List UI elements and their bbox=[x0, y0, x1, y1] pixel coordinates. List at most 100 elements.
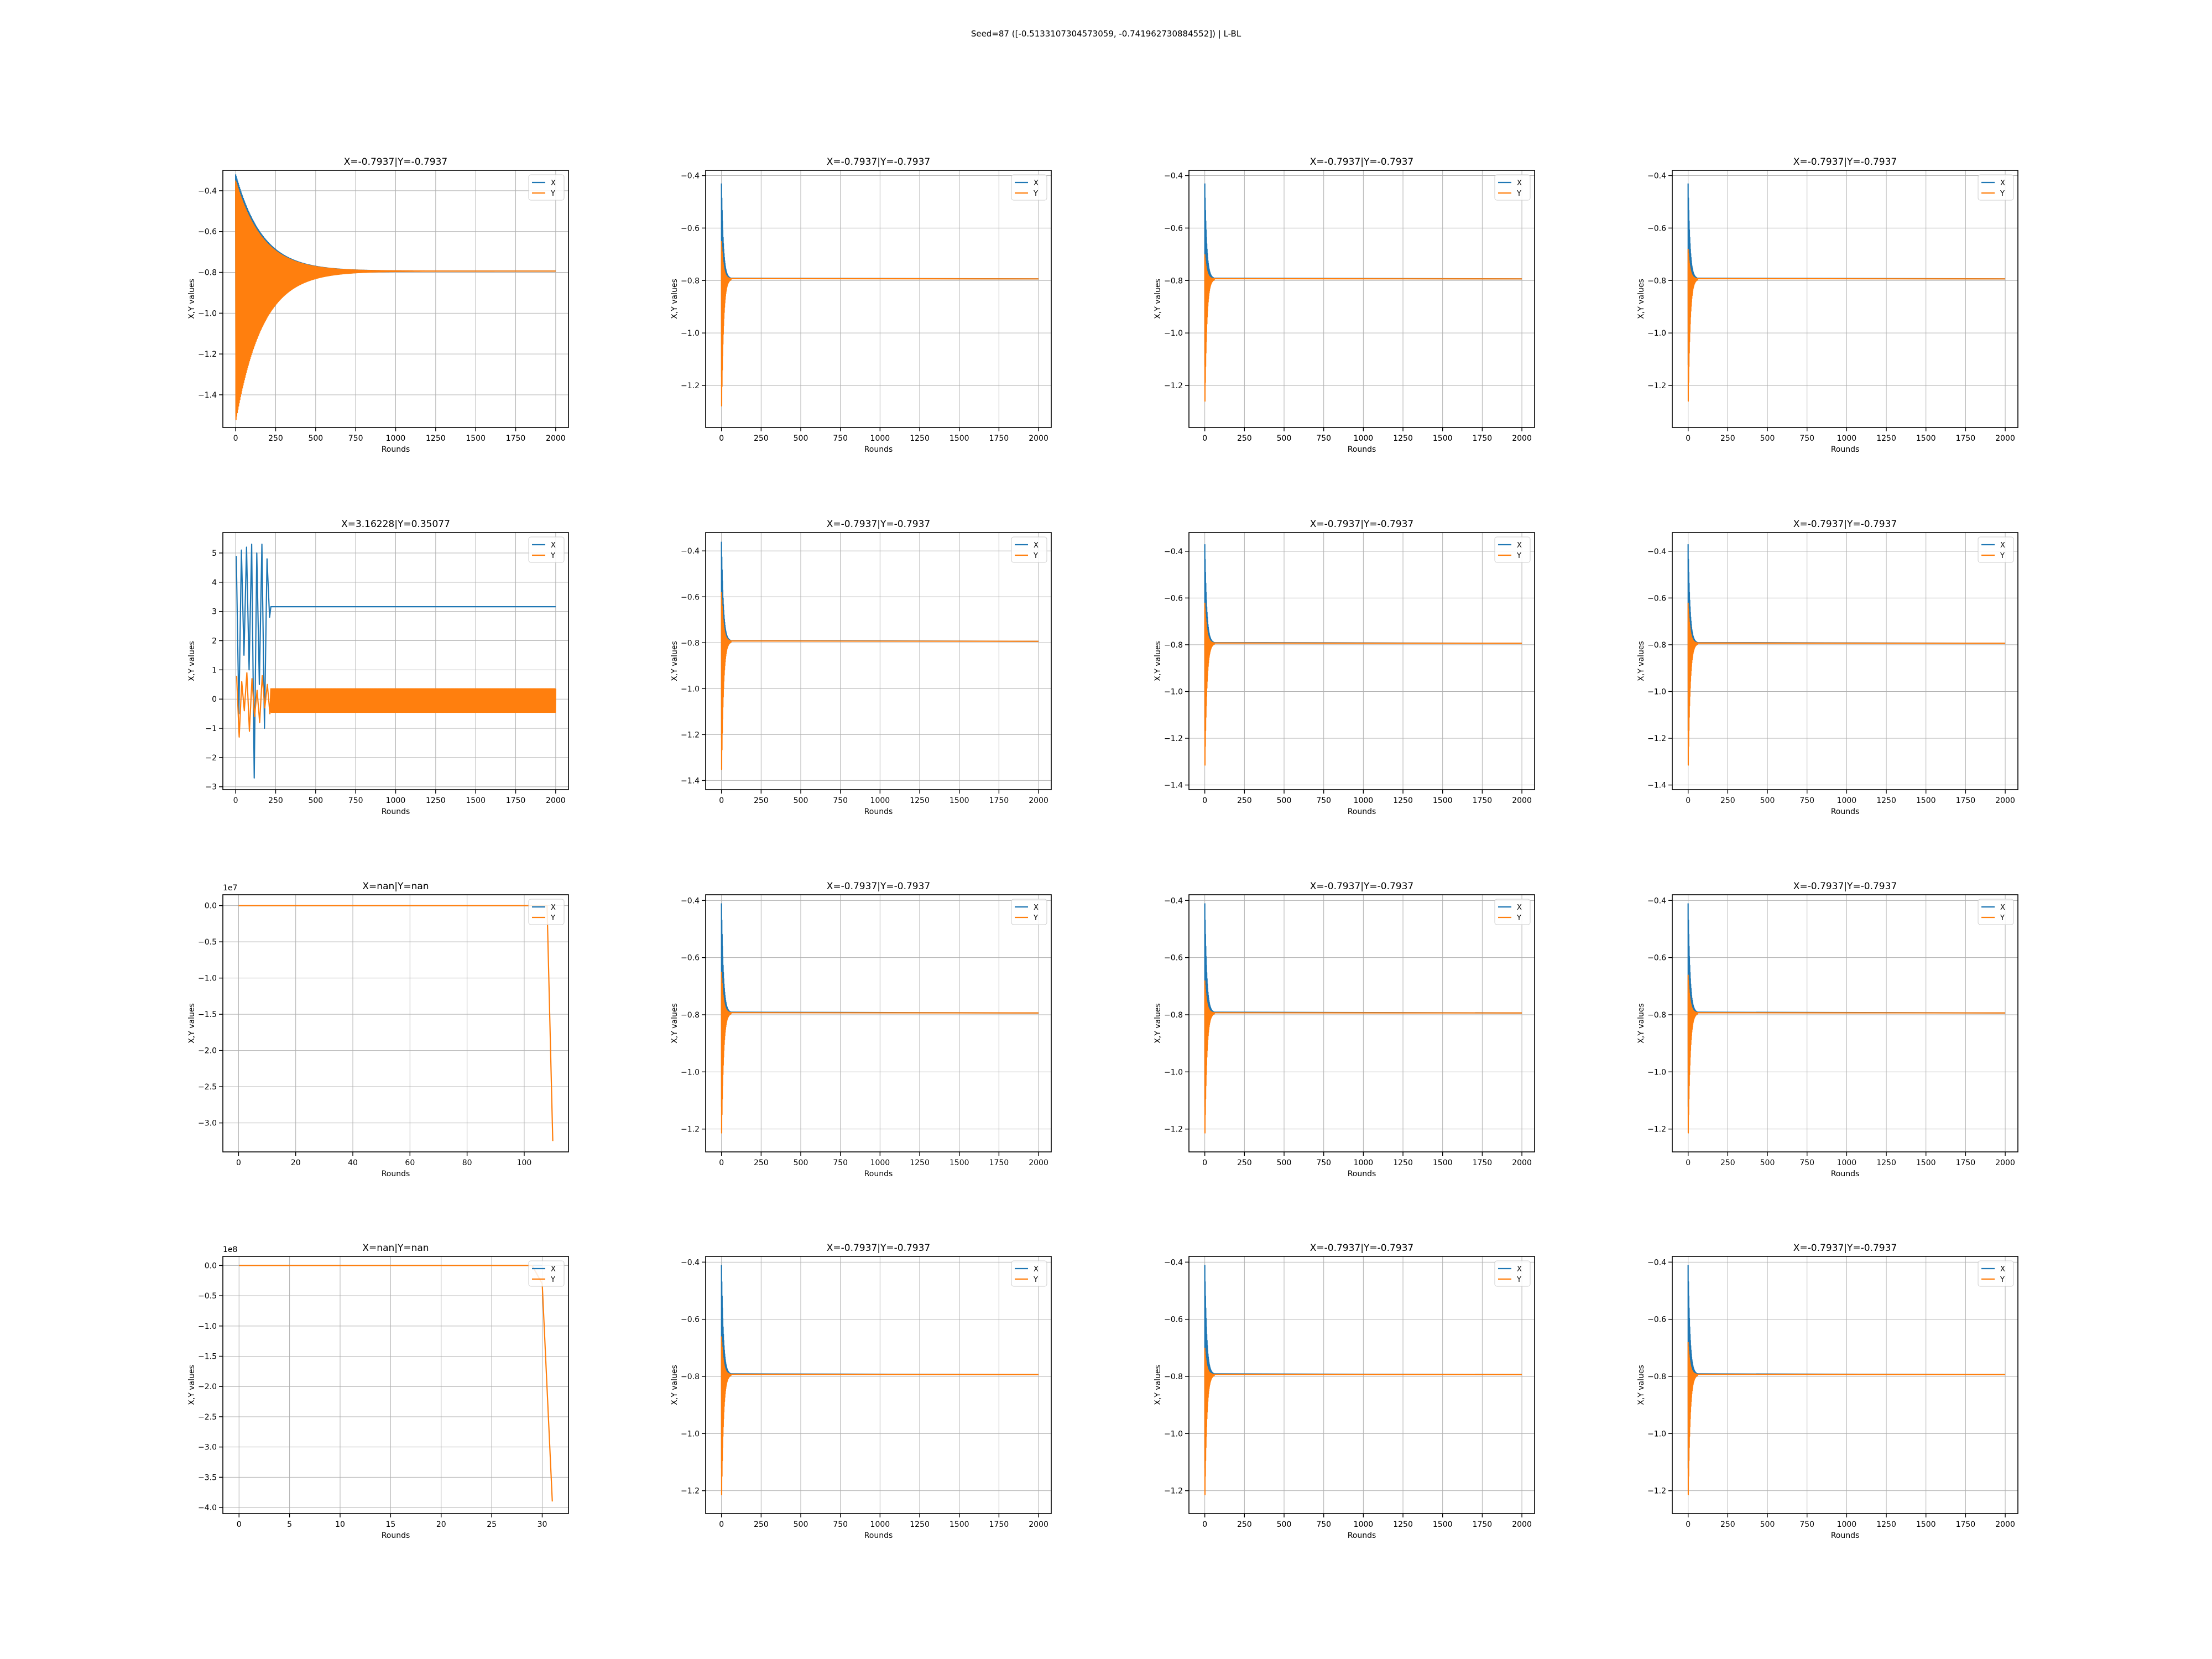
subplot-title: X=-0.7937|Y=-0.7937 bbox=[1793, 1243, 1897, 1254]
x-tick-label: 1250 bbox=[1393, 1159, 1413, 1167]
y-tick-label: −1.2 bbox=[1647, 382, 1666, 390]
axes-frame bbox=[1188, 894, 1535, 1152]
x-tick-label: 2000 bbox=[1512, 1159, 1532, 1167]
subplot: 0 250 500 750 1000 1250 1500 1750 2000 −1.2 −1.0 −0… bbox=[1637, 156, 2018, 454]
y-offset-text: 1e7 bbox=[223, 884, 237, 893]
subplot-title: X=-0.7937|Y=-0.7937 bbox=[1310, 519, 1413, 530]
y-tick-label: −0.6 bbox=[1164, 594, 1183, 603]
x-tick-label: 1750 bbox=[1473, 434, 1493, 443]
y-tick-label: −0.6 bbox=[681, 593, 700, 602]
y-tick-label: −0.4 bbox=[681, 171, 700, 180]
x-tick-label: 500 bbox=[794, 1520, 808, 1529]
y-tick-label: −0.8 bbox=[198, 269, 217, 278]
y-tick-label: −1.2 bbox=[1647, 1125, 1666, 1134]
subplot: 0 250 500 750 1000 1250 1500 1750 2000 −3 −2 −1 0 1 2 3… bbox=[187, 519, 569, 816]
subplot-title: X=-0.7937|Y=-0.7937 bbox=[344, 156, 447, 168]
legend-box bbox=[1011, 899, 1047, 925]
legend-label-x: X bbox=[551, 179, 556, 187]
series-line-y bbox=[1204, 602, 1522, 766]
y-tick-label: −0.4 bbox=[1647, 547, 1666, 556]
x-tick-label: 750 bbox=[833, 434, 848, 443]
legend-label-y: Y bbox=[550, 190, 555, 198]
x-tick-label: 500 bbox=[1760, 434, 1775, 443]
legend-box bbox=[1978, 899, 2014, 925]
x-tick-label: 2000 bbox=[1512, 1520, 1532, 1529]
y-tick-label: −0.8 bbox=[1164, 641, 1183, 650]
x-tick-label: 750 bbox=[833, 796, 848, 805]
x-tick-label: 2000 bbox=[546, 796, 566, 805]
y-tick-label: −1.2 bbox=[1164, 1125, 1183, 1134]
x-tick-label: 1000 bbox=[1837, 1520, 1857, 1529]
subplot: 0 250 500 750 1000 1250 1500 1750 2000 −1.2 −1.0 −0… bbox=[670, 881, 1052, 1178]
y-tick-label: −0.8 bbox=[681, 276, 700, 285]
legend-label-y: Y bbox=[1516, 914, 1521, 922]
x-tick-label: 0 bbox=[233, 434, 238, 443]
x-axis-label: Rounds bbox=[1348, 1170, 1376, 1178]
x-tick-label: 1000 bbox=[1837, 434, 1857, 443]
legend-label-y: Y bbox=[1033, 1276, 1038, 1284]
x-axis-label: Rounds bbox=[382, 445, 410, 454]
legend-label-y: Y bbox=[550, 914, 555, 922]
x-tick-label: 10 bbox=[335, 1520, 345, 1529]
axes-frame bbox=[1672, 532, 2018, 790]
subplot-title: X=3.16228|Y=0.35077 bbox=[341, 519, 450, 530]
axes-frame bbox=[1188, 170, 1535, 428]
x-tick-label: 750 bbox=[833, 1159, 848, 1167]
y-tick-label: −1.4 bbox=[198, 391, 217, 400]
x-tick-label: 0 bbox=[237, 1520, 242, 1529]
x-tick-label: 5 bbox=[287, 1520, 292, 1529]
subplot: 0 250 500 750 1000 1250 1500 1750 2000 −1.4 −1.2 −1… bbox=[1637, 519, 2018, 816]
x-tick-label: 60 bbox=[405, 1159, 415, 1167]
x-axis-label: Rounds bbox=[864, 807, 893, 816]
x-tick-label: 1750 bbox=[1956, 796, 1976, 805]
x-tick-label: 0 bbox=[1202, 434, 1207, 443]
legend-label-y: Y bbox=[2000, 552, 2005, 560]
y-tick-label: −2.0 bbox=[198, 1383, 217, 1391]
series-group bbox=[1687, 183, 2006, 402]
x-tick-label: 1500 bbox=[1433, 1520, 1453, 1529]
y-axis-label: X,Y values bbox=[1637, 1003, 1646, 1044]
x-tick-label: 1000 bbox=[1837, 1159, 1857, 1167]
legend-box bbox=[1011, 1260, 1047, 1287]
axes-frame bbox=[1188, 532, 1535, 790]
y-tick-label: −1.2 bbox=[1164, 734, 1183, 743]
x-tick-label: 1750 bbox=[1473, 1159, 1493, 1167]
series-line-y bbox=[1687, 602, 2006, 766]
y-tick-label: −1.2 bbox=[681, 731, 700, 739]
legend-label-x: X bbox=[2000, 1265, 2005, 1274]
x-tick-label: 1500 bbox=[1433, 434, 1453, 443]
x-tick-label: 1250 bbox=[1876, 1159, 1896, 1167]
subplot: 0 250 500 750 1000 1250 1500 1750 2000 −1.2 −1.0 −0… bbox=[1154, 1243, 1535, 1540]
x-tick-label: 1750 bbox=[1473, 796, 1493, 805]
y-tick-label: −2.5 bbox=[198, 1083, 217, 1092]
y-tick-label: 0.0 bbox=[205, 902, 217, 911]
x-tick-label: 2000 bbox=[1029, 1159, 1048, 1167]
x-tick-label: 500 bbox=[1760, 796, 1775, 805]
series-group bbox=[721, 1265, 1039, 1495]
x-axis-label: Rounds bbox=[864, 445, 893, 454]
x-tick-label: 0 bbox=[719, 434, 724, 443]
x-tick-label: 2000 bbox=[1512, 796, 1532, 805]
y-axis-label: X,Y values bbox=[1154, 1003, 1162, 1044]
subplot-title: X=-0.7937|Y=-0.7937 bbox=[1310, 156, 1413, 168]
x-tick-label: 80 bbox=[462, 1159, 472, 1167]
y-tick-label: −0.8 bbox=[1164, 1011, 1183, 1020]
axes-frame bbox=[1672, 170, 2018, 428]
series-line-y bbox=[1204, 980, 1522, 1134]
y-tick-label: −1.0 bbox=[1647, 1068, 1666, 1077]
series-group bbox=[235, 174, 556, 420]
x-tick-label: 750 bbox=[1316, 796, 1331, 805]
x-tick-label: 1000 bbox=[1354, 434, 1374, 443]
x-tick-label: 25 bbox=[487, 1520, 497, 1529]
subplot: 0 20 40 60 80 100 −3.0 −2.5 −2.0 −1.5 −1.0 −0.5 0.0 1… bbox=[187, 881, 569, 1178]
x-tick-label: 1750 bbox=[506, 434, 526, 443]
x-tick-label: 1500 bbox=[1433, 1159, 1453, 1167]
subplot-title: X=-0.7937|Y=-0.7937 bbox=[1793, 519, 1897, 530]
x-tick-label: 2000 bbox=[546, 434, 566, 443]
x-tick-label: 1750 bbox=[506, 796, 526, 805]
legend-box bbox=[1494, 899, 1531, 925]
y-tick-label: −0.6 bbox=[1647, 1316, 1666, 1324]
y-tick-label: −1.5 bbox=[198, 1353, 217, 1361]
x-axis-label: Rounds bbox=[1831, 807, 1860, 816]
